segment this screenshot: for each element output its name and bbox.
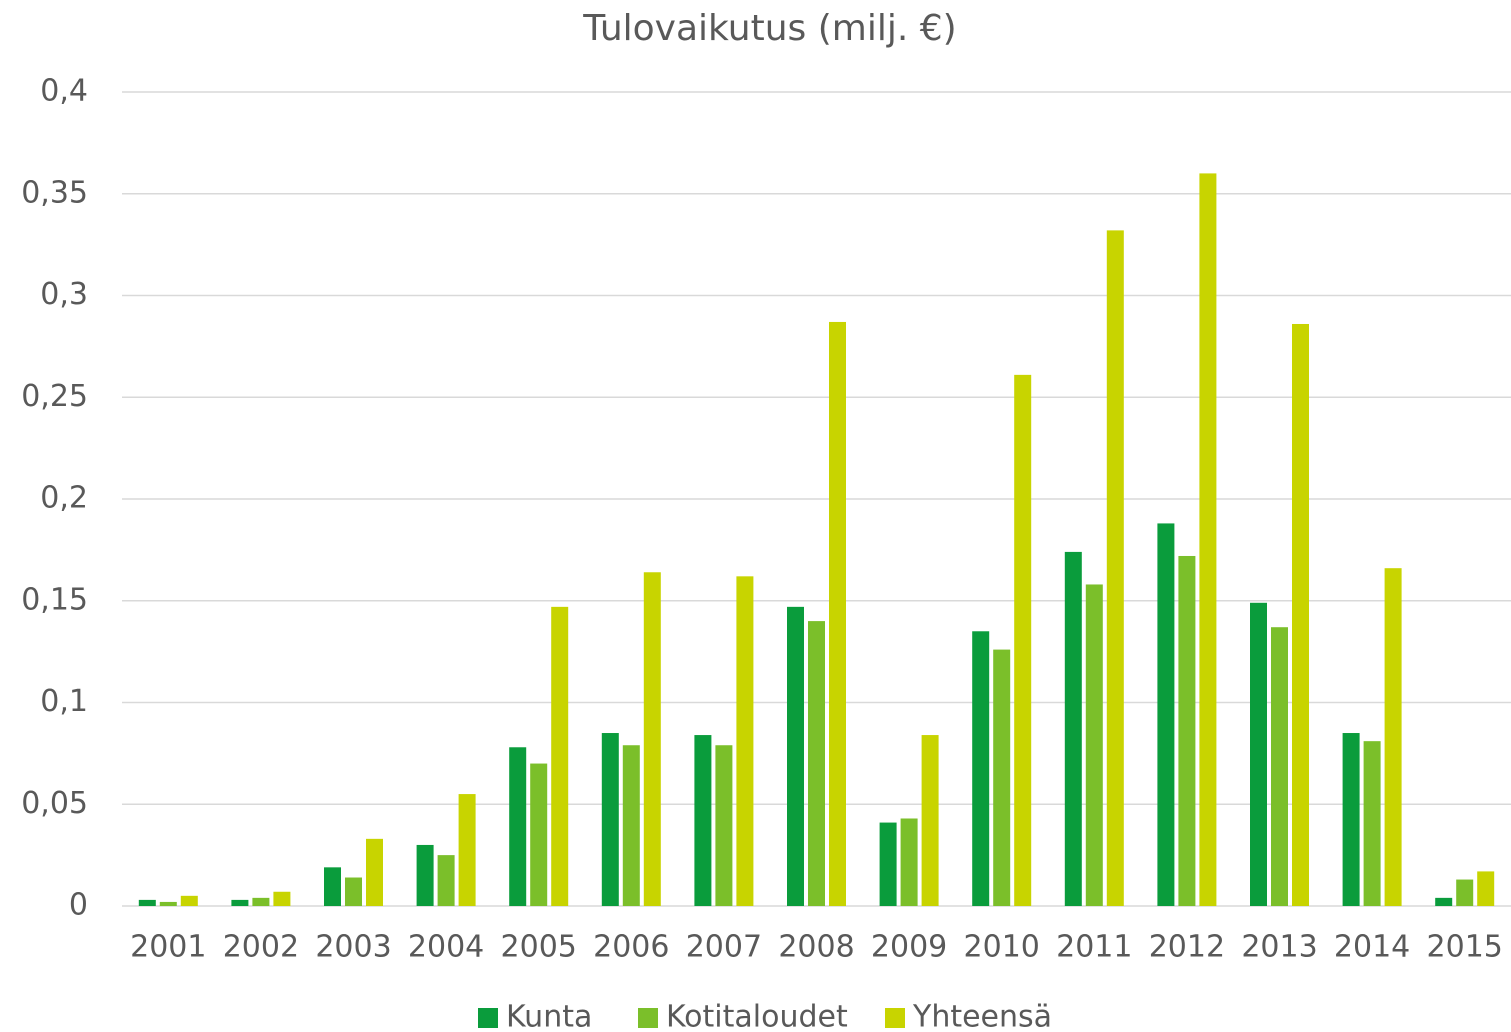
bar bbox=[159, 901, 177, 906]
bar bbox=[900, 818, 918, 906]
bar bbox=[1178, 555, 1196, 906]
x-tick-label: 2007 bbox=[686, 930, 762, 965]
bar bbox=[252, 897, 270, 906]
bar bbox=[551, 606, 569, 906]
x-tick-label: 2001 bbox=[130, 930, 206, 965]
bar bbox=[1384, 568, 1402, 906]
bar bbox=[622, 745, 640, 906]
legend-swatch bbox=[638, 1008, 658, 1028]
bar bbox=[736, 576, 754, 906]
y-tick-label: 0,2 bbox=[40, 481, 88, 516]
bar bbox=[1157, 523, 1175, 906]
bar bbox=[808, 621, 825, 906]
x-tick-label: 2011 bbox=[1056, 930, 1132, 965]
y-tick-label: 0,25 bbox=[21, 379, 88, 414]
x-tick-label: 2005 bbox=[501, 930, 577, 965]
bar bbox=[1477, 871, 1495, 906]
bar bbox=[1363, 741, 1381, 906]
x-tick-label: 2013 bbox=[1241, 930, 1317, 965]
legend-swatch bbox=[885, 1008, 905, 1028]
y-tick-label: 0,35 bbox=[21, 175, 88, 210]
bar bbox=[530, 763, 548, 906]
bar bbox=[972, 631, 990, 906]
bar bbox=[180, 895, 198, 906]
bar bbox=[1292, 323, 1309, 906]
bar bbox=[366, 838, 383, 906]
bar bbox=[643, 572, 661, 906]
bar bbox=[1085, 584, 1103, 906]
x-tick-label: 2006 bbox=[593, 930, 669, 965]
y-tick-label: 0,05 bbox=[21, 786, 88, 821]
bar bbox=[273, 891, 291, 906]
x-tick-label: 2014 bbox=[1334, 930, 1410, 965]
y-tick-label: 0,1 bbox=[40, 684, 88, 719]
bar bbox=[1271, 627, 1288, 906]
bar bbox=[1342, 733, 1360, 906]
bar bbox=[231, 899, 249, 906]
legend-swatch bbox=[478, 1008, 498, 1028]
bar bbox=[715, 745, 733, 906]
bar bbox=[921, 735, 939, 906]
bar bbox=[1014, 374, 1032, 906]
bar bbox=[1106, 230, 1124, 906]
x-tick-label: 2004 bbox=[408, 930, 484, 965]
bar bbox=[1199, 173, 1217, 906]
bar bbox=[694, 735, 712, 906]
bar bbox=[138, 899, 156, 906]
x-tick-label: 2002 bbox=[223, 930, 299, 965]
y-tick-label: 0 bbox=[69, 888, 88, 923]
legend-label: Kunta bbox=[506, 1000, 592, 1032]
y-tick-label: 0,3 bbox=[40, 277, 88, 312]
bar bbox=[1250, 602, 1267, 906]
bar bbox=[879, 822, 897, 906]
x-tick-label: 2010 bbox=[964, 930, 1040, 965]
bar bbox=[437, 855, 455, 906]
x-tick-label: 2012 bbox=[1149, 930, 1225, 965]
bar bbox=[1435, 897, 1453, 906]
bar bbox=[509, 747, 527, 906]
chart-title: Tulovaikutus (milj. €) bbox=[582, 8, 956, 49]
bar bbox=[416, 844, 434, 906]
x-tick-label: 2003 bbox=[315, 930, 391, 965]
bar bbox=[324, 867, 341, 906]
x-tick-label: 2009 bbox=[871, 930, 947, 965]
y-tick-label: 0,4 bbox=[40, 74, 88, 109]
bar bbox=[458, 794, 476, 906]
legend-label: Yhteensä bbox=[912, 1000, 1052, 1032]
bar bbox=[601, 733, 619, 906]
y-tick-label: 0,15 bbox=[21, 582, 88, 617]
bar bbox=[829, 321, 846, 907]
legend-label: Kotitaloudet bbox=[666, 1000, 848, 1032]
bar bbox=[1064, 551, 1082, 906]
bar bbox=[345, 877, 362, 906]
bar bbox=[1456, 879, 1474, 906]
x-tick-label: 2015 bbox=[1427, 930, 1503, 965]
bar bbox=[787, 606, 804, 906]
bar bbox=[993, 649, 1011, 906]
x-tick-label: 2008 bbox=[778, 930, 854, 965]
